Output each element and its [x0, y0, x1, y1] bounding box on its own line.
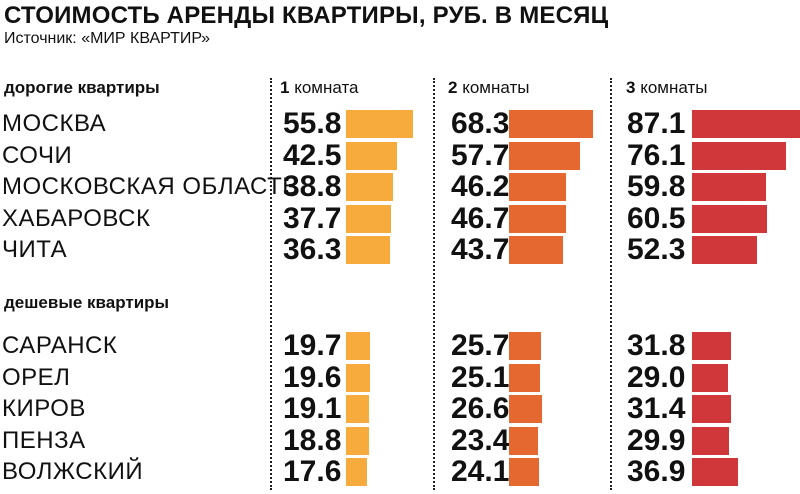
value-bar [346, 395, 369, 423]
value-label: 43.7 [451, 233, 510, 266]
value-label: 19.6 [283, 360, 342, 394]
value-bar [509, 141, 580, 170]
column-header-3: 3 комнаты [626, 78, 708, 97]
value-bar [346, 173, 393, 201]
value-bar [346, 363, 370, 392]
value-label: 46.2 [451, 170, 510, 203]
value-bar [692, 363, 728, 392]
chart-title: СТОИМОСТЬ АРЕНДЫ КВАРТИРЫ, РУБ. В МЕСЯЦ [4, 2, 609, 29]
source-label: Источник: «МИР КВАРТИР» [4, 30, 211, 47]
value-bar [692, 332, 732, 360]
value-label: 31.8 [627, 329, 686, 362]
value-label: 68.3 [451, 107, 510, 140]
value-label: 60.5 [627, 201, 686, 235]
value-bar [346, 204, 392, 233]
city-label: МОСКОВСКАЯ ОБЛАСТЬ [2, 173, 299, 200]
city-label: ОРЕЛ [2, 363, 71, 391]
section-label: дешевые квартиры [4, 293, 170, 312]
value-label: 42.5 [283, 138, 342, 172]
value-bar [692, 395, 731, 423]
value-label: 19.7 [283, 329, 342, 362]
value-label: 37.7 [283, 201, 342, 235]
value-label: 19.1 [283, 392, 342, 425]
value-bar [346, 458, 368, 486]
value-bar [692, 426, 730, 455]
value-bar [509, 426, 538, 455]
value-label: 76.1 [627, 138, 686, 172]
city-label: МОСКВА [2, 110, 107, 137]
value-bar [509, 458, 539, 486]
value-bar [346, 426, 369, 455]
value-bar [509, 204, 567, 233]
value-bar [509, 395, 542, 423]
column-divider-3 [610, 78, 612, 490]
value-bar [692, 110, 800, 138]
value-label: 29.9 [627, 423, 686, 457]
value-bar [509, 363, 540, 392]
value-label: 29.0 [627, 360, 686, 394]
city-label: ПЕНЗА [2, 426, 86, 454]
column-header-1: 1 комната [280, 78, 359, 97]
value-label: 57.7 [451, 138, 510, 172]
value-label: 52.3 [627, 233, 686, 266]
value-bar [692, 173, 767, 201]
value-bar [346, 236, 390, 264]
column-divider-2 [433, 78, 435, 490]
value-label: 23.4 [451, 423, 510, 457]
city-label: ЧИТА [2, 236, 68, 263]
city-label: ХАБАРОВСК [2, 204, 151, 232]
section-label: дорогие квартиры [4, 78, 160, 97]
value-bar [509, 332, 541, 360]
city-label: СОЧИ [2, 141, 73, 169]
value-label: 46.7 [451, 201, 510, 235]
value-label: 55.8 [283, 107, 342, 140]
value-bar [692, 458, 738, 486]
value-bar [509, 236, 563, 264]
value-label: 36.3 [283, 233, 342, 266]
column-header-2: 2 комнаты [448, 78, 530, 97]
value-label: 24.1 [451, 455, 510, 488]
value-label: 36.9 [627, 455, 686, 488]
value-bar [692, 204, 768, 233]
value-label: 26.6 [451, 392, 510, 425]
value-bar [692, 236, 757, 264]
city-label: КИРОВ [2, 395, 86, 422]
value-label: 18.8 [283, 423, 342, 457]
city-label: ВОЛЖСКИЙ [2, 458, 144, 485]
value-label: 31.4 [627, 392, 686, 425]
value-label: 17.6 [283, 455, 342, 488]
value-bar [346, 141, 397, 170]
value-bar [346, 332, 370, 360]
value-label: 87.1 [627, 107, 686, 140]
value-label: 25.1 [451, 360, 510, 394]
value-label: 25.7 [451, 329, 510, 362]
column-divider-1 [270, 78, 272, 490]
value-bar [692, 141, 787, 170]
value-label: 38.8 [283, 170, 342, 203]
value-bar [509, 173, 566, 201]
value-bar [346, 110, 413, 138]
value-label: 59.8 [627, 170, 686, 203]
city-label: САРАНСК [2, 332, 118, 359]
value-bar [509, 110, 593, 138]
